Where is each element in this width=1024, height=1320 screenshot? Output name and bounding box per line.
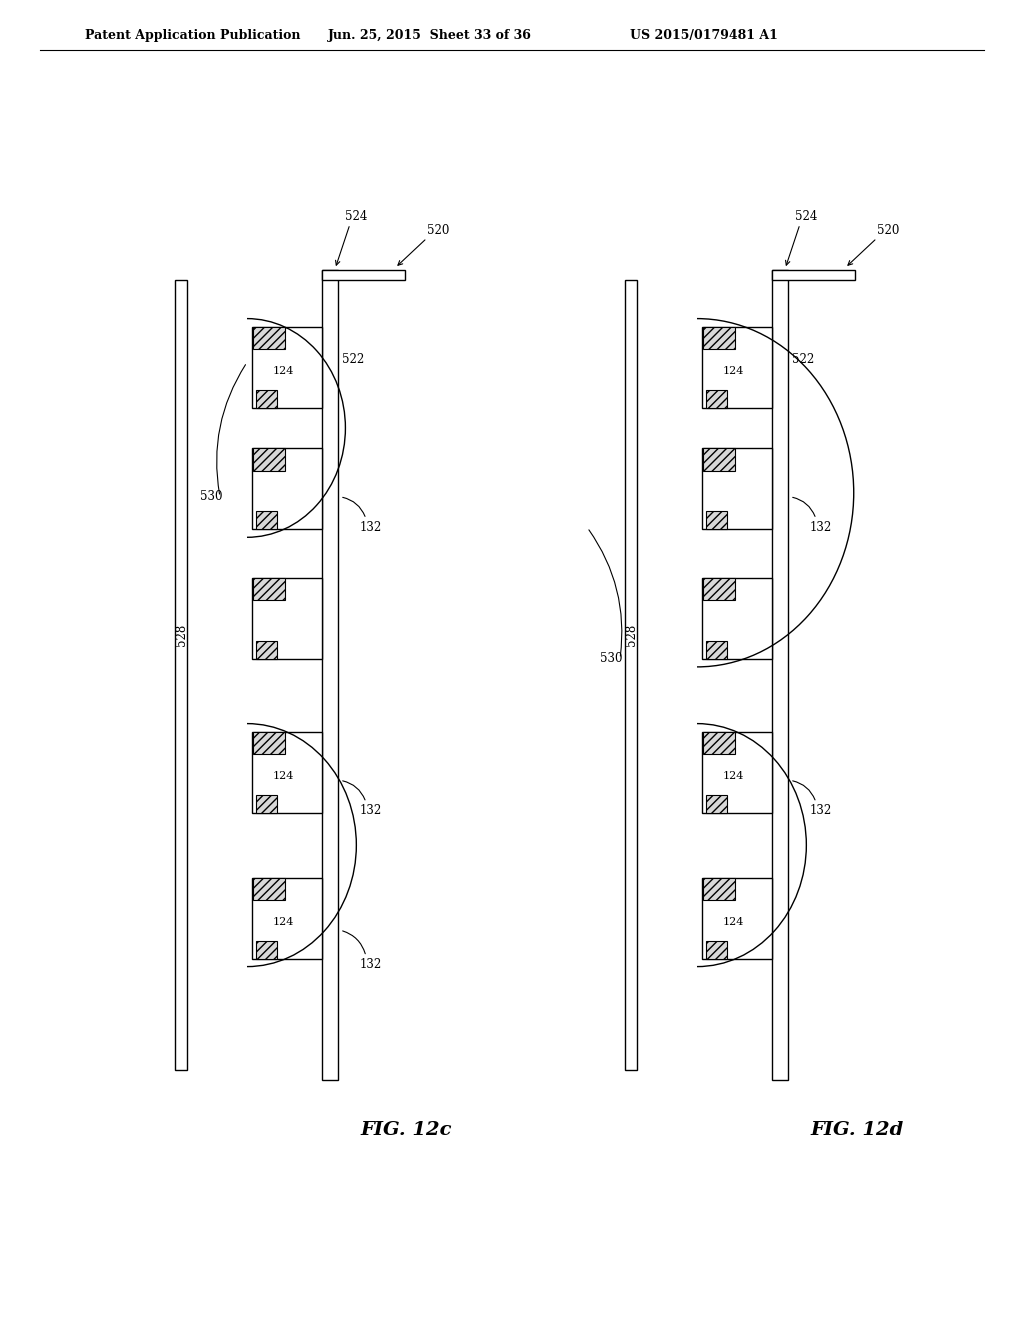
Bar [253,327,285,350]
Text: 124: 124 [273,917,294,927]
Bar [252,878,322,958]
Bar [706,511,726,529]
Text: 520: 520 [877,224,899,238]
Bar [703,731,735,755]
Text: 132: 132 [810,521,833,535]
Text: 520: 520 [427,224,450,238]
Text: Patent Application Publication: Patent Application Publication [85,29,300,41]
Bar [253,449,285,471]
Text: 124: 124 [273,366,294,376]
Text: 530: 530 [600,652,623,665]
Bar [772,271,788,1080]
Bar [703,449,735,471]
Bar [706,941,726,958]
Text: 530: 530 [200,490,222,503]
Bar [322,271,338,1080]
Bar [252,578,322,659]
Text: 132: 132 [360,804,382,817]
Text: 124: 124 [723,366,744,376]
Text: 524: 524 [345,210,368,223]
Text: 522: 522 [792,352,814,366]
Bar [256,795,276,813]
Text: 132: 132 [360,958,382,972]
Bar [252,449,322,529]
Text: Jun. 25, 2015  Sheet 33 of 36: Jun. 25, 2015 Sheet 33 of 36 [328,29,531,41]
Bar [706,642,726,659]
Bar [702,878,772,958]
Bar [703,327,735,350]
Bar [253,878,285,900]
Bar [256,511,276,529]
Bar [772,271,855,280]
Bar [252,327,322,408]
Bar [256,642,276,659]
Text: 132: 132 [810,804,833,817]
Bar [175,280,187,1071]
Bar [702,449,772,529]
Bar [702,578,772,659]
Text: US 2015/0179481 A1: US 2015/0179481 A1 [630,29,778,41]
Text: FIG. 12c: FIG. 12c [360,1121,452,1139]
Bar [625,280,637,1071]
Text: 528: 528 [625,623,638,645]
Text: 124: 124 [723,771,744,781]
Bar [256,941,276,958]
Bar [706,795,726,813]
Bar [253,731,285,755]
Text: 522: 522 [342,352,365,366]
Text: 524: 524 [795,210,817,223]
Bar [706,389,726,408]
Bar [253,578,285,601]
Text: 124: 124 [723,917,744,927]
Bar [322,271,406,280]
Bar [256,389,276,408]
Bar [252,731,322,813]
Text: 132: 132 [360,521,382,535]
Bar [703,578,735,601]
Bar [702,731,772,813]
Text: 124: 124 [273,771,294,781]
Text: 528: 528 [174,623,187,645]
Bar [703,878,735,900]
Bar [702,327,772,408]
Text: FIG. 12d: FIG. 12d [810,1121,903,1139]
